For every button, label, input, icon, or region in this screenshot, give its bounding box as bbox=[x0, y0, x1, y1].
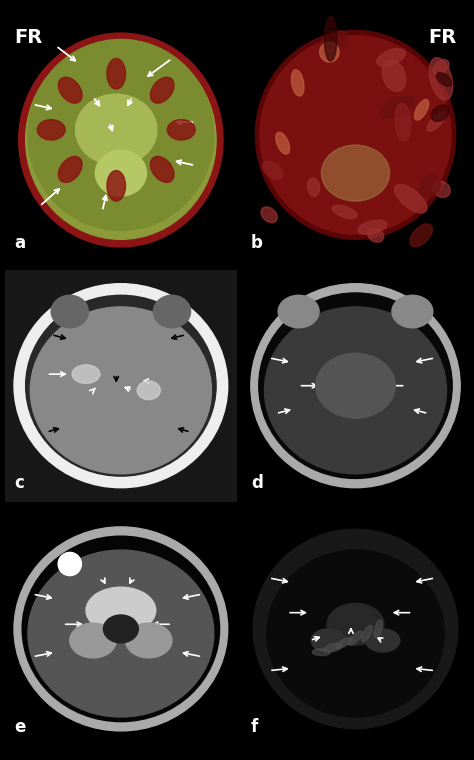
Ellipse shape bbox=[419, 174, 441, 198]
Ellipse shape bbox=[150, 78, 174, 103]
Ellipse shape bbox=[427, 112, 445, 131]
Ellipse shape bbox=[70, 623, 116, 658]
Ellipse shape bbox=[22, 537, 219, 722]
Ellipse shape bbox=[308, 178, 319, 196]
Ellipse shape bbox=[255, 30, 456, 239]
Ellipse shape bbox=[324, 643, 342, 651]
Ellipse shape bbox=[14, 283, 228, 488]
Ellipse shape bbox=[26, 296, 216, 476]
Ellipse shape bbox=[26, 41, 216, 239]
Ellipse shape bbox=[414, 100, 429, 120]
Ellipse shape bbox=[58, 78, 82, 103]
Text: c: c bbox=[14, 474, 24, 492]
Ellipse shape bbox=[263, 161, 283, 179]
Ellipse shape bbox=[150, 157, 174, 182]
Ellipse shape bbox=[260, 36, 451, 234]
Ellipse shape bbox=[358, 220, 387, 234]
Ellipse shape bbox=[362, 625, 372, 641]
Ellipse shape bbox=[253, 529, 458, 729]
Ellipse shape bbox=[126, 623, 172, 658]
Ellipse shape bbox=[276, 132, 290, 154]
Ellipse shape bbox=[437, 73, 452, 87]
Ellipse shape bbox=[324, 17, 337, 61]
Ellipse shape bbox=[28, 40, 214, 230]
Ellipse shape bbox=[318, 31, 348, 55]
Ellipse shape bbox=[382, 60, 406, 91]
Ellipse shape bbox=[380, 96, 415, 118]
Ellipse shape bbox=[261, 207, 277, 223]
Ellipse shape bbox=[278, 296, 319, 328]
Ellipse shape bbox=[319, 42, 339, 62]
Ellipse shape bbox=[251, 283, 460, 488]
Ellipse shape bbox=[368, 228, 384, 242]
Text: FR: FR bbox=[428, 28, 456, 47]
Ellipse shape bbox=[75, 94, 157, 166]
Ellipse shape bbox=[394, 185, 427, 213]
Text: f: f bbox=[251, 717, 258, 736]
Ellipse shape bbox=[107, 170, 126, 201]
Ellipse shape bbox=[311, 629, 345, 652]
Text: e: e bbox=[14, 717, 26, 736]
Ellipse shape bbox=[410, 224, 432, 247]
Text: FR: FR bbox=[14, 28, 42, 47]
Text: b: b bbox=[251, 234, 263, 252]
Ellipse shape bbox=[95, 150, 146, 196]
Ellipse shape bbox=[433, 59, 449, 74]
Ellipse shape bbox=[137, 381, 160, 400]
Ellipse shape bbox=[30, 307, 211, 473]
Ellipse shape bbox=[366, 629, 400, 652]
Ellipse shape bbox=[154, 296, 191, 328]
Ellipse shape bbox=[86, 587, 155, 634]
Ellipse shape bbox=[103, 615, 138, 643]
Ellipse shape bbox=[18, 33, 223, 247]
Ellipse shape bbox=[316, 353, 395, 418]
Ellipse shape bbox=[377, 49, 405, 66]
Ellipse shape bbox=[332, 205, 357, 218]
Ellipse shape bbox=[167, 119, 195, 140]
Ellipse shape bbox=[58, 157, 82, 182]
Text: a: a bbox=[14, 234, 25, 252]
Ellipse shape bbox=[431, 105, 449, 122]
Ellipse shape bbox=[374, 620, 383, 638]
Ellipse shape bbox=[72, 365, 100, 383]
Ellipse shape bbox=[292, 70, 304, 96]
Ellipse shape bbox=[267, 550, 444, 717]
Ellipse shape bbox=[312, 648, 330, 656]
Ellipse shape bbox=[28, 550, 214, 717]
Ellipse shape bbox=[392, 296, 433, 328]
Ellipse shape bbox=[107, 59, 126, 89]
Ellipse shape bbox=[327, 603, 384, 645]
Ellipse shape bbox=[321, 145, 390, 201]
Ellipse shape bbox=[429, 58, 453, 100]
Ellipse shape bbox=[433, 181, 450, 198]
Ellipse shape bbox=[58, 553, 82, 575]
Text: d: d bbox=[251, 474, 263, 492]
Ellipse shape bbox=[14, 527, 228, 731]
Ellipse shape bbox=[37, 119, 65, 140]
Ellipse shape bbox=[395, 103, 411, 141]
Ellipse shape bbox=[51, 296, 88, 328]
Ellipse shape bbox=[259, 293, 452, 479]
Ellipse shape bbox=[336, 638, 352, 648]
Ellipse shape bbox=[349, 631, 362, 645]
Ellipse shape bbox=[264, 307, 447, 473]
